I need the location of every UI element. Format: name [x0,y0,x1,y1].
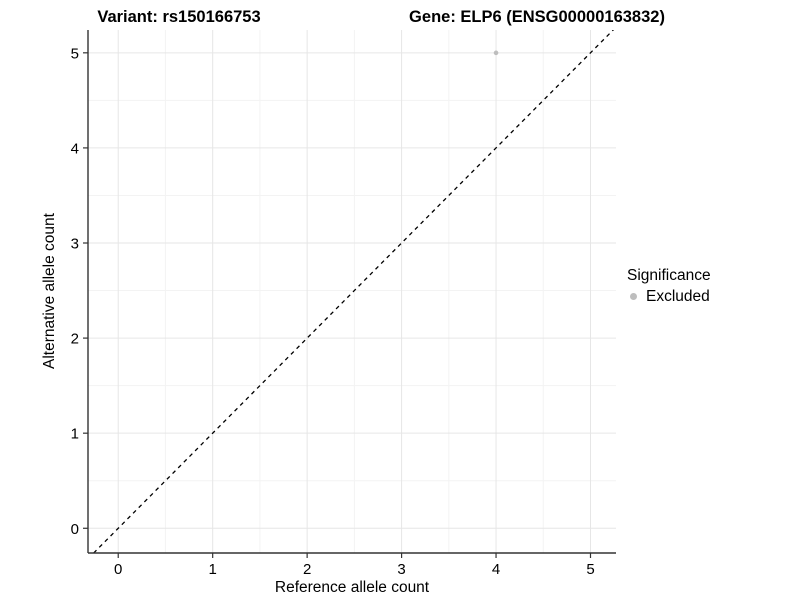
excluded-point-icon [630,293,637,300]
x-tick-label: 3 [397,561,405,578]
y-tick-label: 4 [71,140,79,157]
x-tick-label: 2 [303,561,311,578]
legend-entry-label: Excluded [646,288,710,305]
y-tick-label: 5 [71,45,79,62]
x-tick-label: 1 [209,561,217,578]
variant-title: Variant: rs150166753 [97,8,261,26]
legend-title: Significance [627,267,711,284]
identity-dashed-line [92,30,615,553]
y-tick-label: 0 [71,521,79,538]
x-tick-label: 4 [492,561,500,578]
y-axis-title: Alternative allele count [41,213,58,369]
y-tick-label: 3 [71,236,79,253]
legend-entry-excluded: Excluded [627,287,711,306]
legend-key [627,293,646,300]
gene-title: Gene: ELP6 (ENSG00000163832) [409,8,665,26]
x-axis-title: Reference allele count [274,579,430,596]
y-tick-label: 1 [71,426,79,443]
panel-background [88,30,616,553]
data-point-excluded [493,50,499,56]
legend: Significance Excluded [627,267,711,306]
x-tick-label: 0 [114,561,122,578]
y-tick-label: 2 [71,331,79,348]
x-tick-label: 5 [586,561,594,578]
